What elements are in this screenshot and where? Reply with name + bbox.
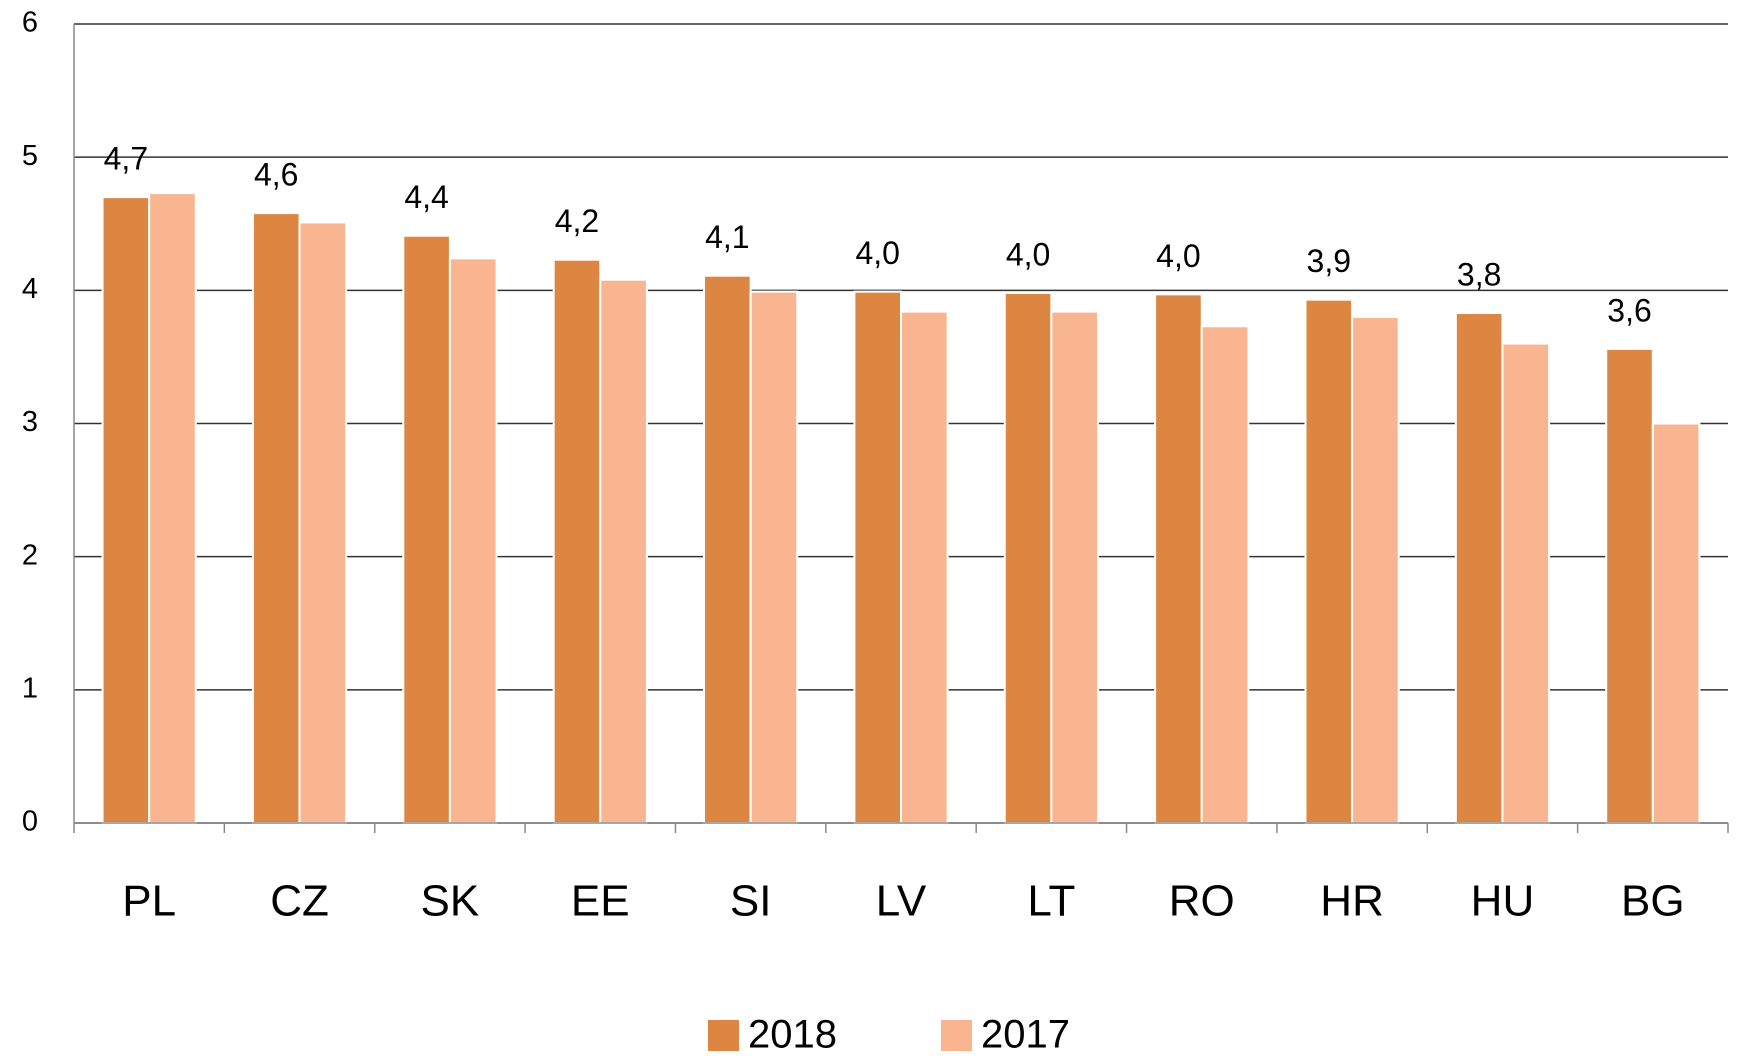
data-label: 4,1: [705, 219, 749, 255]
bar: [298, 221, 348, 824]
data-label: 4,0: [1006, 236, 1050, 272]
bar: [900, 310, 949, 824]
data-label: 4,6: [254, 157, 298, 193]
y-tick-label: 0: [22, 806, 38, 838]
bar: [1050, 310, 1099, 824]
x-tick-label: EE: [571, 877, 630, 926]
bar: [552, 258, 602, 824]
x-tick-label: HR: [1320, 877, 1384, 926]
y-tick-label: 5: [22, 140, 38, 172]
bar: [148, 192, 197, 825]
data-label: 4,0: [855, 235, 899, 271]
x-tick-label: BG: [1621, 877, 1685, 926]
bar: [599, 278, 648, 824]
data-label: 3,8: [1457, 256, 1501, 292]
data-label: 3,6: [1607, 292, 1651, 328]
bar: [1605, 347, 1654, 824]
x-tick-label: HU: [1471, 877, 1535, 926]
y-tick-label: 4: [22, 273, 38, 305]
bar: [1003, 291, 1053, 825]
y-tick-label: 1: [22, 672, 38, 704]
legend-swatch: [708, 1020, 739, 1051]
legend-label: 2017: [981, 1013, 1070, 1056]
bar: [251, 212, 301, 824]
bar: [1454, 311, 1504, 824]
data-label: 3,9: [1307, 243, 1351, 279]
bar: [749, 290, 799, 825]
x-tick-label: RO: [1169, 877, 1235, 926]
x-tick-label: SI: [730, 877, 772, 926]
bar: [1304, 298, 1354, 824]
bar: [402, 234, 451, 825]
bar: [1501, 342, 1551, 824]
x-tick-label: CZ: [270, 877, 329, 926]
y-tick-label: 6: [22, 7, 38, 39]
x-tick-label: PL: [122, 877, 176, 926]
x-tick-label: LT: [1027, 877, 1075, 926]
bar: [1200, 325, 1250, 824]
bar: [101, 196, 151, 825]
bar: [448, 257, 498, 824]
bar: [703, 274, 752, 824]
data-label: 4,7: [104, 141, 148, 177]
x-tick-label: LV: [876, 877, 927, 926]
bar: [1651, 422, 1701, 824]
legend-label: 2018: [748, 1013, 837, 1056]
y-tick-label: 3: [22, 406, 38, 438]
y-tick-label: 2: [22, 539, 38, 571]
data-label: 4,4: [404, 179, 448, 215]
data-label: 4,2: [555, 203, 599, 239]
data-label: 4,0: [1156, 238, 1200, 274]
x-tick-label: SK: [421, 877, 480, 926]
legend-swatch: [941, 1020, 972, 1051]
bar: [1154, 293, 1203, 825]
bar: [1351, 315, 1400, 824]
bar: [853, 290, 902, 825]
